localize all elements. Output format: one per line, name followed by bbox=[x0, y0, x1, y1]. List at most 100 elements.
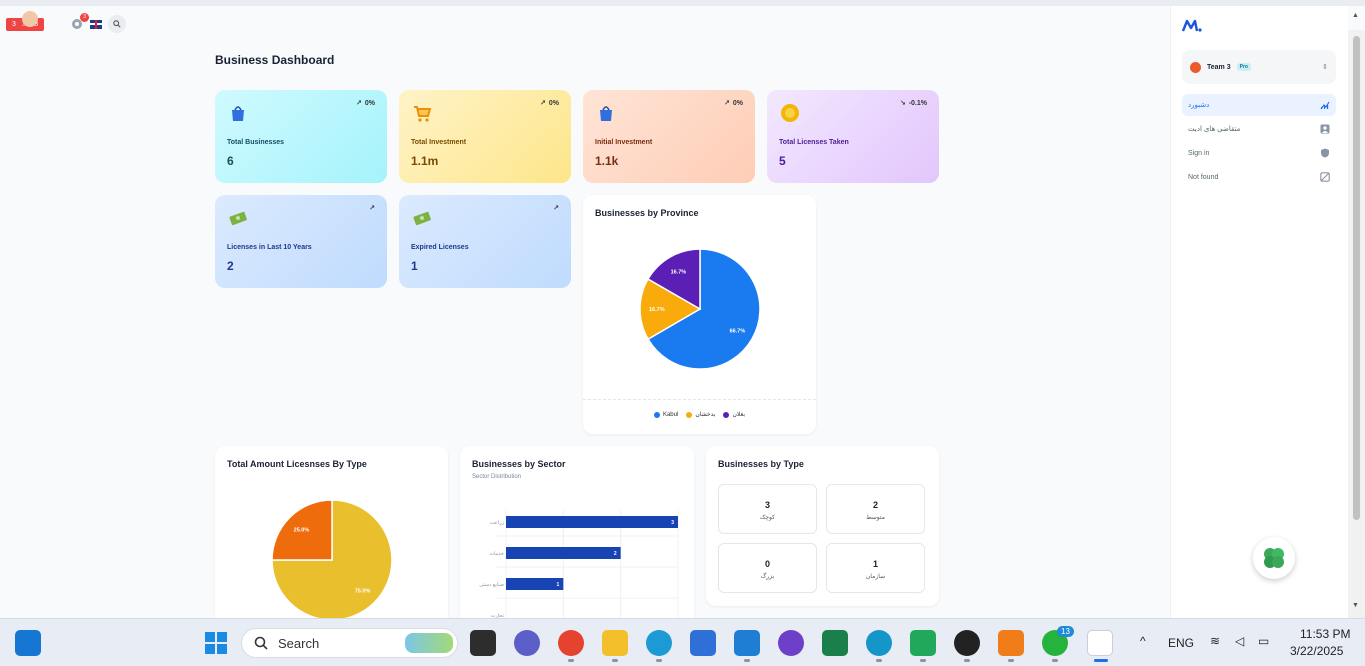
chart-subtitle: Sector Distribution bbox=[472, 474, 522, 480]
chart-legend: Kabul بدخشان بغلان bbox=[583, 411, 816, 418]
github-icon[interactable] bbox=[778, 630, 804, 656]
xampp-icon[interactable] bbox=[998, 630, 1024, 656]
pie-slice bbox=[646, 248, 701, 311]
bar-value-label: 1 bbox=[557, 582, 560, 588]
trend-indicator: ↗ bbox=[553, 204, 559, 212]
chart-line-icon bbox=[1320, 101, 1330, 110]
trend-value: 0% bbox=[732, 99, 743, 107]
vscode-icon[interactable] bbox=[734, 630, 760, 656]
panel-title: Businesses by Type bbox=[718, 459, 804, 469]
active-indicator bbox=[1094, 659, 1108, 662]
page-scrollbar[interactable]: ▲ ▼ bbox=[1348, 12, 1365, 618]
snipping-tool-icon[interactable] bbox=[1087, 630, 1113, 656]
legend-item[interactable]: Kabul bbox=[653, 411, 679, 418]
store-icon[interactable] bbox=[690, 630, 716, 656]
settings-button[interactable]: 3 bbox=[70, 13, 90, 31]
sidebar-item-applicants[interactable]: متقاضی های ادیت bbox=[1182, 118, 1336, 140]
stat-card-initial-investment[interactable]: ↗ 0% Initial Investment 1.1k bbox=[583, 90, 755, 183]
type-box-small: 3 کوچک bbox=[718, 484, 817, 534]
running-indicator bbox=[568, 659, 574, 662]
chart-title: Businesses by Sector bbox=[472, 459, 566, 469]
edge-icon[interactable] bbox=[646, 630, 672, 656]
slice-label: 75.0% bbox=[355, 589, 371, 595]
shopping-bag-icon bbox=[600, 106, 612, 121]
logo-icon[interactable] bbox=[1182, 19, 1202, 33]
taskbar-search[interactable]: Search bbox=[241, 628, 458, 658]
legend-label: بغلان bbox=[732, 412, 746, 418]
widgets-icon[interactable] bbox=[15, 630, 41, 656]
legend-item[interactable]: بغلان bbox=[723, 411, 745, 418]
sheets-icon[interactable] bbox=[910, 630, 936, 656]
trend-down-icon: ↘ bbox=[899, 100, 906, 107]
chrome-icon[interactable] bbox=[558, 630, 584, 656]
stat-value: 1.1m bbox=[411, 154, 439, 168]
stat-card-expired-licenses[interactable]: ↗ Expired Licenses 1 bbox=[399, 195, 571, 288]
stat-card-total-businesses[interactable]: ↗ 0% Total Businesses 6 bbox=[215, 90, 387, 183]
stat-card-licenses-10-years[interactable]: ↗ Licenses in Last 10 Years 2 bbox=[215, 195, 387, 288]
volume-icon[interactable]: ◁ bbox=[1235, 634, 1245, 648]
bar bbox=[506, 547, 621, 559]
legend-item[interactable]: بدخشان bbox=[686, 411, 715, 418]
uk-flag-icon[interactable] bbox=[90, 19, 103, 29]
avatar[interactable] bbox=[22, 11, 38, 27]
type-box-organization: 1 سازمان bbox=[826, 543, 925, 593]
gear-icon bbox=[72, 19, 83, 29]
bar bbox=[506, 578, 564, 590]
team-avatar-icon bbox=[1190, 61, 1201, 73]
running-indicator bbox=[876, 659, 882, 662]
sidebar-item-sign-in[interactable]: Sign in bbox=[1182, 142, 1336, 164]
sidebar: Team 3 Pro ⇕ دشبورد متقاضی های ادیت Sign… bbox=[1170, 6, 1348, 618]
category-label: صنایع دستی bbox=[479, 582, 504, 588]
copilot-icon[interactable] bbox=[866, 630, 892, 656]
sector-chart-panel: Businesses by Sector Sector Distribution… bbox=[460, 446, 694, 618]
windows-start-button[interactable] bbox=[203, 630, 229, 656]
file-explorer-icon[interactable] bbox=[602, 630, 628, 656]
clock-time[interactable]: 11:53 PM bbox=[1300, 627, 1351, 641]
bar bbox=[506, 516, 678, 528]
wifi-icon[interactable]: ≋ bbox=[1210, 634, 1221, 648]
running-indicator bbox=[1052, 659, 1058, 662]
sidebar-item-not-found[interactable]: Not found bbox=[1182, 166, 1336, 188]
legend-label: بدخشان bbox=[695, 412, 716, 418]
trend-value: -0.1% bbox=[908, 99, 927, 107]
game-icon[interactable] bbox=[822, 630, 848, 656]
scroll-up-icon[interactable]: ▲ bbox=[1352, 12, 1359, 19]
type-box-medium: 2 متوسط bbox=[826, 484, 925, 534]
battery-icon[interactable]: ▭ bbox=[1258, 634, 1270, 648]
clock-date[interactable]: 3/22/2025 bbox=[1290, 644, 1344, 658]
user-icon bbox=[1320, 124, 1330, 134]
floating-assistant-button[interactable] bbox=[1253, 537, 1295, 579]
stat-label: Expired Licenses bbox=[411, 244, 469, 251]
business-type-panel: Businesses by Type 3 کوچک 2 متوسط 0 بزرگ… bbox=[706, 446, 939, 606]
license-amount-chart-panel: Total Amount Licesnses By Type 75.0% 25.0… bbox=[215, 446, 448, 618]
medal-icon bbox=[781, 104, 799, 122]
task-view-icon[interactable] bbox=[470, 630, 496, 656]
language-indicator[interactable]: ENG bbox=[1168, 636, 1195, 650]
trend-indicator: ↗ bbox=[369, 204, 375, 212]
sidebar-item-label: متقاضی های ادیت bbox=[1188, 126, 1241, 133]
province-pie-chart: 66.7% 16.7% 16.7% bbox=[639, 248, 761, 370]
stat-label: Licenses in Last 10 Years bbox=[227, 244, 312, 251]
trend-indicator: ↗ 0% bbox=[540, 99, 559, 108]
chevron-up-icon[interactable]: ^ bbox=[1140, 634, 1146, 648]
legend-swatch bbox=[686, 411, 693, 418]
windows-logo-icon bbox=[205, 632, 227, 654]
taskbar: Search 13 ^ ENG ≋ ◁ ▭ 11:53 PM 3/22/2025 bbox=[0, 618, 1365, 666]
legend-label: Kabul bbox=[662, 411, 679, 418]
type-label: سازمان bbox=[865, 574, 886, 580]
chatgpt-icon[interactable] bbox=[954, 630, 980, 656]
teams-icon[interactable] bbox=[514, 630, 540, 656]
team-switcher[interactable]: Team 3 Pro ⇕ bbox=[1182, 50, 1336, 84]
stat-card-total-licenses[interactable]: ↘ -0.1% Total Licenses Taken 5 bbox=[767, 90, 939, 183]
sidebar-item-dashboard[interactable]: دشبورد bbox=[1182, 94, 1336, 116]
search-button[interactable] bbox=[108, 15, 127, 33]
sidebar-item-label: دشبورد bbox=[1188, 102, 1210, 109]
stat-value: 5 bbox=[779, 154, 786, 168]
scroll-down-icon[interactable]: ▼ bbox=[1352, 602, 1359, 609]
stat-value: 1 bbox=[411, 259, 418, 273]
scrollbar-thumb[interactable] bbox=[1353, 36, 1360, 520]
chart-title: Businesses by Province bbox=[595, 208, 699, 218]
stat-card-total-investment[interactable]: ↗ 0% Total Investment 1.1m bbox=[399, 90, 571, 183]
running-indicator bbox=[744, 659, 750, 662]
team-name: Team 3 bbox=[1207, 63, 1231, 71]
